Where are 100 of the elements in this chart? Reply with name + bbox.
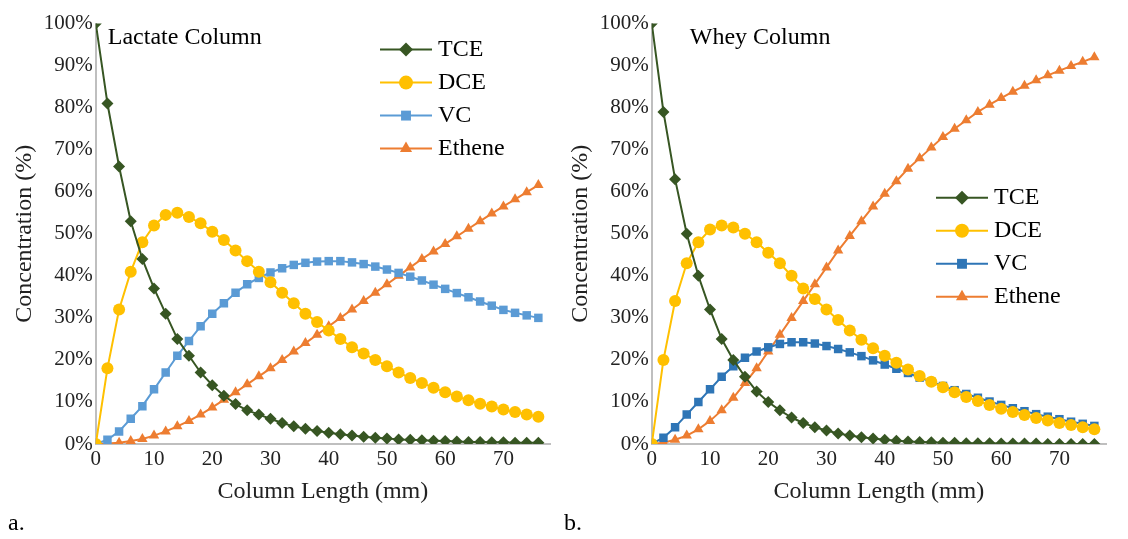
point xyxy=(972,105,984,115)
point xyxy=(346,341,359,354)
point xyxy=(879,187,890,197)
y-tick-label: 100% xyxy=(599,10,649,35)
point xyxy=(821,261,832,271)
point xyxy=(669,173,682,186)
y-tick-label: 90% xyxy=(54,52,93,77)
point xyxy=(359,259,368,269)
point xyxy=(948,386,961,399)
point xyxy=(114,427,124,436)
chart-title: Whey Column xyxy=(689,22,831,49)
point xyxy=(241,404,254,417)
point xyxy=(926,141,937,151)
point xyxy=(253,370,265,380)
y-tick-label: 40% xyxy=(610,262,649,287)
point xyxy=(288,345,299,355)
point xyxy=(810,339,820,348)
x-tick-label: 30 xyxy=(815,446,837,471)
text: b. xyxy=(564,509,582,536)
point xyxy=(681,429,692,439)
legend-label: VC xyxy=(994,249,1028,276)
point xyxy=(960,390,973,403)
point xyxy=(843,324,856,337)
point xyxy=(172,420,183,430)
point xyxy=(705,385,715,394)
point xyxy=(798,295,809,305)
point xyxy=(692,236,705,249)
y-tick-label: 90% xyxy=(610,52,649,77)
point xyxy=(101,97,114,110)
point xyxy=(475,297,485,306)
point xyxy=(785,269,798,282)
x-tick-label: 40 xyxy=(318,446,340,471)
point xyxy=(808,421,821,434)
point xyxy=(669,433,681,443)
point xyxy=(856,215,867,225)
point xyxy=(727,221,740,234)
point xyxy=(429,280,438,289)
point xyxy=(822,341,831,351)
point xyxy=(406,272,415,281)
point xyxy=(182,210,195,223)
legend-label: VC xyxy=(438,100,472,127)
point xyxy=(497,403,510,416)
point xyxy=(750,385,763,398)
point xyxy=(242,378,253,388)
chart-title: Lactate Column xyxy=(107,22,262,49)
point xyxy=(427,381,440,394)
point xyxy=(322,426,335,439)
point xyxy=(311,424,324,437)
point xyxy=(357,430,370,443)
point xyxy=(787,338,796,347)
point xyxy=(913,369,926,382)
point xyxy=(264,276,277,289)
point xyxy=(148,429,160,439)
point xyxy=(715,219,728,232)
point xyxy=(843,429,856,442)
point xyxy=(171,206,184,219)
point xyxy=(182,349,195,362)
point xyxy=(1019,79,1030,89)
point xyxy=(995,92,1007,102)
point xyxy=(266,268,275,277)
point xyxy=(1007,85,1019,95)
point xyxy=(971,395,984,408)
point xyxy=(797,282,810,295)
point xyxy=(231,288,240,297)
point xyxy=(474,215,486,225)
point xyxy=(694,397,703,407)
y-tick-label: 50% xyxy=(54,220,93,245)
point xyxy=(762,246,775,259)
x-tick-label: 50 xyxy=(376,446,398,471)
point xyxy=(1065,60,1077,70)
point xyxy=(820,424,833,437)
x-axis-title: Column Length (mm) xyxy=(217,476,429,503)
point xyxy=(937,131,949,141)
point xyxy=(276,416,289,429)
point xyxy=(486,207,497,217)
point xyxy=(346,429,359,442)
point xyxy=(195,408,206,418)
point xyxy=(287,297,300,310)
y-tick-label: 60% xyxy=(54,178,93,203)
point xyxy=(229,398,242,411)
point xyxy=(194,366,207,379)
point xyxy=(1076,421,1089,434)
point xyxy=(171,332,184,345)
point xyxy=(499,305,508,315)
point xyxy=(252,408,265,421)
point xyxy=(138,401,147,411)
y-tick-label: 50% xyxy=(610,220,649,245)
x-tick-label: 60 xyxy=(990,446,1012,471)
point xyxy=(382,265,392,274)
legend-label: DCE xyxy=(994,216,1042,243)
point xyxy=(206,225,219,238)
point xyxy=(196,322,205,331)
point xyxy=(1089,51,1100,61)
point xyxy=(439,386,452,399)
point xyxy=(381,278,393,288)
point xyxy=(427,434,440,444)
point xyxy=(891,175,902,185)
point xyxy=(217,389,230,402)
point xyxy=(149,385,159,394)
point xyxy=(751,362,762,372)
